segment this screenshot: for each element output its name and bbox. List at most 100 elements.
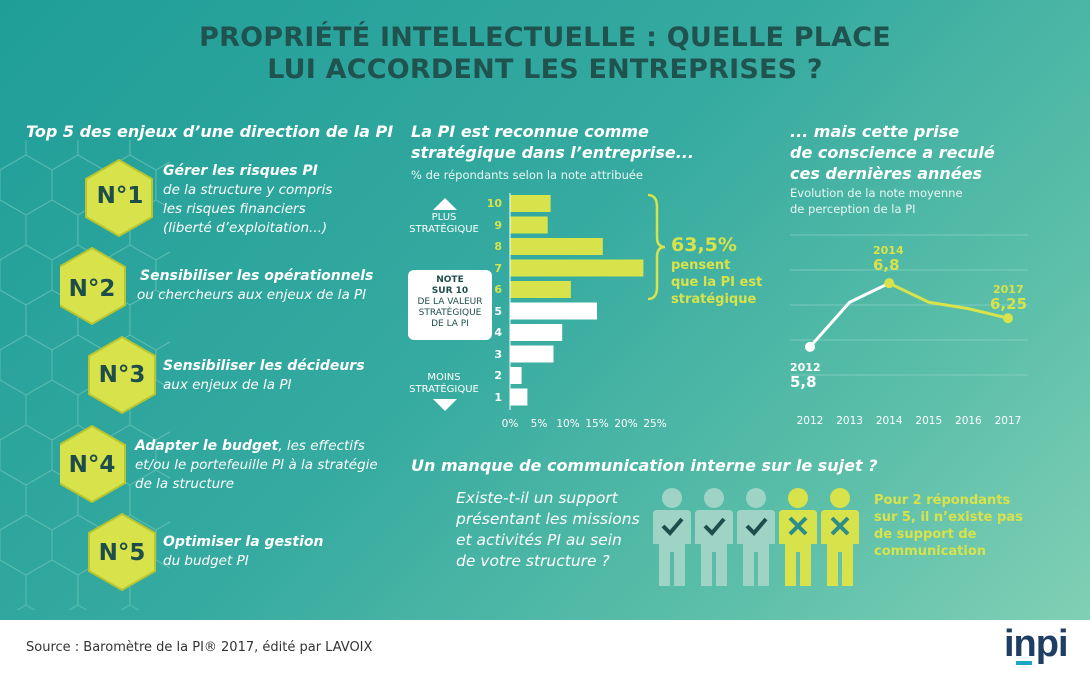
issue-1: Gérer les risques PI de la structure y c… — [163, 162, 332, 238]
answer-line-4: communication — [874, 543, 1023, 560]
issue-5-title: Optimiser la gestion — [163, 533, 323, 552]
bar-7 — [510, 260, 643, 277]
issue-2-title: Sensibiliser les opérationnels — [137, 267, 373, 286]
pattern-hex — [0, 380, 26, 440]
bar-4 — [510, 324, 562, 341]
question-line-2: présentant les missions — [456, 509, 640, 530]
inpi-logo: inpi — [1004, 624, 1070, 672]
year-tick-2012: 2012 — [790, 415, 830, 427]
rank-1: N°1 — [95, 183, 145, 209]
note-box: NOTE SUR 10 DE LA VALEUR STRATÉGIQUE DE … — [408, 270, 492, 340]
more-strategic-2: STRATÉGIQUE — [400, 224, 488, 236]
question-line-4: de votre structure ? — [456, 551, 640, 572]
less-strategic-label: MOINS STRATÉGIQUE — [400, 372, 488, 396]
rank-3: N°3 — [97, 362, 147, 388]
communication-question: Existe-t-il un support présentant les mi… — [456, 488, 640, 572]
bar-category-7: 7 — [482, 262, 502, 275]
bar-1 — [510, 389, 527, 406]
bar-3 — [510, 346, 554, 363]
issue-5: Optimiser la gestion du budget PI — [163, 533, 323, 571]
issue-1-line-3: (liberté d’exploitation...) — [163, 219, 332, 238]
bar-5 — [510, 303, 597, 320]
year-tick-2013: 2013 — [830, 415, 870, 427]
issue-1-line-1: de la structure y compris — [163, 181, 332, 200]
answer-line-3: de support de — [874, 526, 1023, 543]
title-line-2: LUI ACCORDENT LES ENTREPRISES ? — [0, 54, 1090, 86]
person-icon-check — [695, 488, 733, 586]
infographic: PROPRIÉTÉ INTELLECTUELLE : QUELLE PLACE … — [0, 0, 1090, 677]
label-2012-value: 5,8 — [790, 374, 821, 391]
pattern-hex — [0, 560, 26, 610]
bar-8 — [510, 238, 603, 255]
logo-text: inpi — [1004, 624, 1070, 664]
issue-3: Sensibiliser les décideurs aux enjeux de… — [163, 357, 365, 395]
bar-9 — [510, 217, 548, 234]
issue-3-title: Sensibiliser les décideurs — [163, 357, 365, 376]
trend-subtitle: Evolution de la note moyenne de percepti… — [790, 185, 963, 217]
person-icon-cross — [821, 488, 859, 586]
person-icon-check — [737, 488, 775, 586]
issue-4-title-rest: , les effectifs — [278, 438, 365, 454]
strategic-heading: La PI est reconnue comme stratégique dan… — [411, 121, 694, 163]
trend-heading-2: de conscience a reculé — [790, 142, 995, 163]
issue-1-line-2: les risques financiers — [163, 200, 332, 219]
answer-line-2: sur 5, il n’existe pas — [874, 509, 1023, 526]
rank-4: N°4 — [67, 452, 117, 478]
communication-heading: Un manque de communication interne sur l… — [411, 455, 878, 476]
callout-line-2: que la PI est — [671, 274, 762, 291]
pattern-hex — [0, 290, 26, 350]
callout-text: pensent que la PI est stratégique — [671, 257, 762, 308]
line-chart — [780, 225, 1030, 435]
callout-percent: 63,5% — [671, 234, 737, 256]
arrow-down-icon — [432, 397, 458, 413]
label-2014-value: 6,8 — [873, 257, 904, 274]
pattern-hex — [0, 245, 52, 305]
pattern-hex — [0, 335, 52, 395]
answer-line-1: Pour 2 répondants — [874, 492, 1023, 509]
note-box-5: DE LA PI — [408, 319, 492, 330]
issue-4-line-1: et/ou le portefeuille PI à la stratégie — [135, 456, 378, 475]
bracket — [645, 193, 669, 301]
bar-category-9: 9 — [482, 219, 502, 232]
callout-line-1: pensent — [671, 257, 762, 274]
top5-heading: Top 5 des enjeux d’une direction de la P… — [26, 121, 393, 142]
arrow-up-icon — [432, 196, 458, 212]
strategic-subtitle: % de répondants selon la note attribuée — [411, 167, 643, 183]
question-line-3: et activités PI au sein — [456, 530, 640, 551]
person-icon-cross — [779, 488, 817, 586]
issue-4-line-2: de la structure — [135, 475, 378, 494]
point-2012 — [805, 342, 815, 352]
less-strategic-1: MOINS — [400, 372, 488, 384]
issue-4: Adapter le budget, les effectifs et/ou l… — [135, 435, 378, 494]
trend-heading-1: ... mais cette prise — [790, 121, 995, 142]
year-tick-2016: 2016 — [948, 415, 988, 427]
pattern-hex — [0, 470, 26, 530]
trend-heading-3: ces dernières années — [790, 163, 995, 184]
issue-3-line-1: aux enjeux de la PI — [163, 376, 365, 395]
pattern-hex — [0, 200, 26, 260]
bar-category-1: 1 — [482, 391, 502, 404]
strategic-heading-2: stratégique dans l’entreprise... — [411, 142, 694, 163]
trend-heading: ... mais cette prise de conscience a rec… — [790, 121, 995, 184]
more-strategic-1: PLUS — [400, 212, 488, 224]
note-box-1: NOTE — [408, 275, 492, 286]
note-box-3: DE LA VALEUR — [408, 297, 492, 308]
bar-6 — [510, 281, 571, 298]
trend-sub-1: Evolution de la note moyenne — [790, 185, 963, 201]
question-line-1: Existe-t-il un support — [456, 488, 640, 509]
pattern-hex — [0, 155, 52, 215]
bar-2 — [510, 367, 522, 384]
label-2012: 2012 5,8 — [790, 361, 821, 391]
issue-2: Sensibiliser les opérationnels ou cherch… — [137, 267, 373, 305]
label-2017-value: 6,25 — [990, 296, 1027, 313]
bar-category-3: 3 — [482, 348, 502, 361]
pattern-hex — [0, 515, 52, 575]
trend-line-rise — [810, 283, 889, 347]
bar-category-10: 10 — [482, 197, 502, 210]
bar-category-2: 2 — [482, 369, 502, 382]
trend-sub-2: de perception de la PI — [790, 201, 963, 217]
bar-category-6: 6 — [482, 283, 502, 296]
label-2014: 2014 6,8 — [873, 244, 904, 274]
bar-category-8: 8 — [482, 240, 502, 253]
year-tick-2017: 2017 — [988, 415, 1028, 427]
